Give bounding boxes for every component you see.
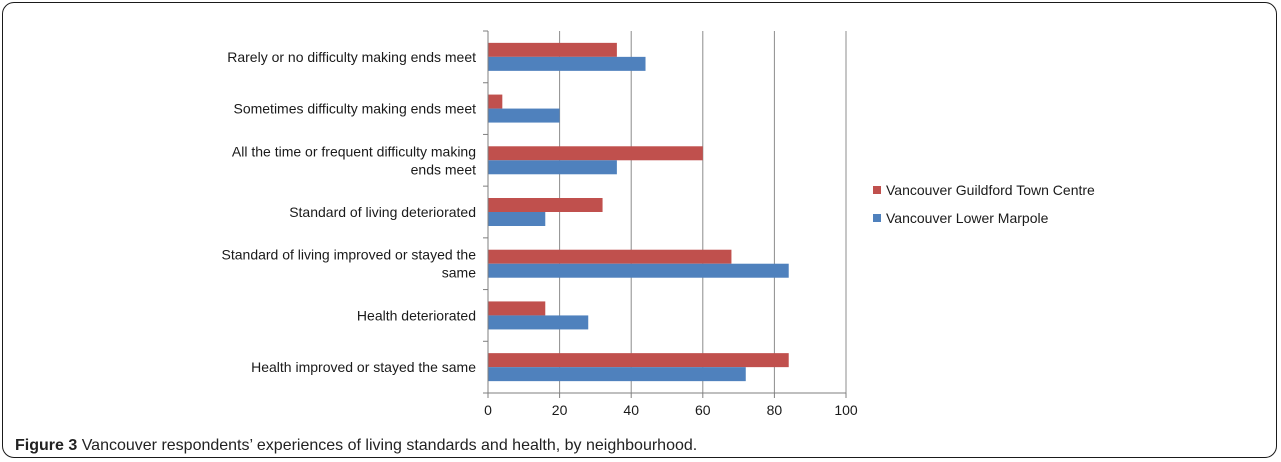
bar-guildford [488,353,789,368]
tick-labels: 0 20 40 60 80 100 [484,402,858,418]
bar-guildford [488,198,603,212]
category-label: Standard of living improved or stayed th… [222,247,477,281]
bar-marpole [488,263,789,278]
x-tick-label: 80 [767,402,783,418]
bars [488,42,789,382]
figure-caption: Figure 3 Vancouver respondents’ experien… [15,437,697,455]
bar-marpole [488,56,646,71]
bar-marpole [488,367,746,382]
bar-marpole [488,212,546,226]
caption-label: Figure 3 [15,437,78,454]
bar-guildford [488,42,617,57]
category-labels: Rarely or no difficulty making ends meet… [222,49,477,375]
bar-marpole [488,160,617,175]
x-tick-label: 40 [623,402,639,418]
bar-guildford [488,94,503,109]
legend: Vancouver Guildford Town Centre Vancouver… [873,182,1095,226]
bar-guildford [488,249,732,264]
category-label: Health deteriorated [357,307,476,323]
x-tick-label: 60 [695,402,711,418]
gridlines [559,31,847,393]
bar-guildford [488,301,546,316]
category-label: Standard of living deteriorated [289,204,476,220]
bar-chart: Rarely or no difficulty making ends meet… [222,30,1095,418]
legend-label: Vancouver Lower Marpole [886,210,1049,226]
legend-swatch [873,186,881,194]
caption-text: Vancouver respondents’ experiences of li… [81,437,698,454]
category-label: Health improved or stayed the same [251,359,476,375]
bar-marpole [488,315,589,330]
category-label: All the time or frequent difficulty maki… [232,143,476,177]
bar-guildford [488,146,703,161]
legend-swatch [873,214,881,222]
x-tick-label: 0 [484,402,492,418]
legend-label: Vancouver Guildford Town Centre [886,182,1095,198]
x-tick-label: 20 [552,402,568,418]
category-label: Rarely or no difficulty making ends meet [227,49,476,65]
x-tick-label: 100 [834,402,858,418]
axes [483,30,847,398]
category-label: Sometimes difficulty making ends meet [233,101,476,117]
bar-marpole [488,108,560,123]
